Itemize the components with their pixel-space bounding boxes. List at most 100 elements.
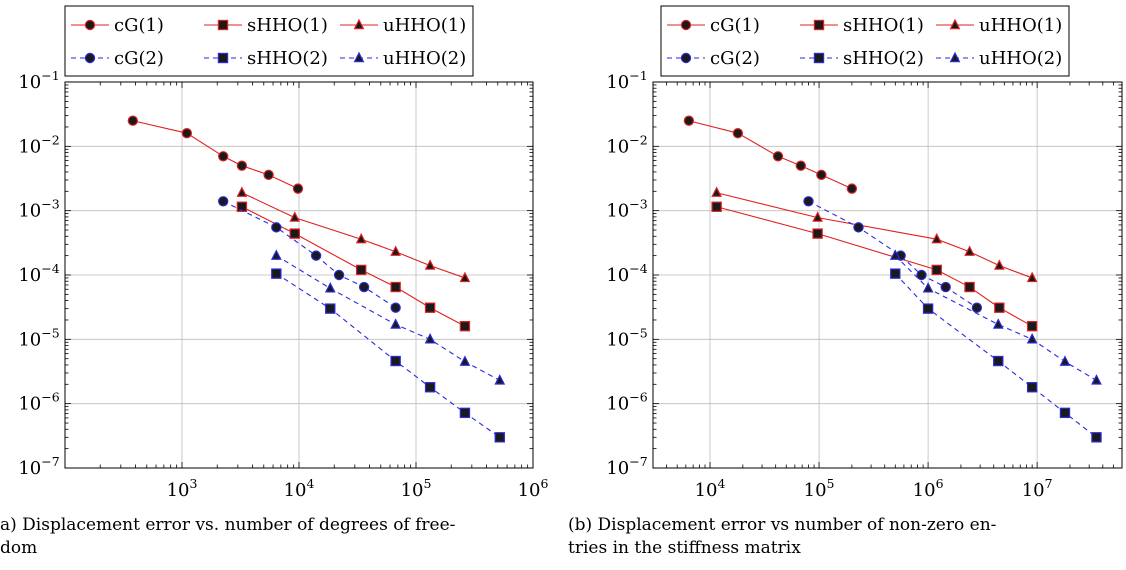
data-point <box>358 281 370 293</box>
data-point <box>310 250 322 261</box>
data-point <box>459 271 471 283</box>
data-point <box>1059 355 1071 366</box>
legend-label: cG(2) <box>114 48 164 69</box>
data-point <box>812 228 823 239</box>
series-line <box>241 206 466 327</box>
series-cG(1) <box>683 115 858 194</box>
series-line <box>894 273 1097 438</box>
data-point <box>1026 333 1038 344</box>
data-point <box>1091 432 1102 443</box>
legend-item: sHHO(1) <box>800 15 924 36</box>
y-tick-label: 10−1 <box>18 68 59 93</box>
data-point <box>732 128 744 139</box>
y-tick-label: 10−7 <box>606 454 647 479</box>
data-point <box>711 201 722 212</box>
data-point <box>390 281 401 293</box>
data-point <box>922 282 934 293</box>
series-line <box>716 192 1033 279</box>
y-tick-label: 10−5 <box>18 325 59 350</box>
data-point <box>424 259 436 270</box>
data-point <box>271 222 282 233</box>
legend-item: uHHO(1) <box>936 15 1062 36</box>
chart-a: 103 104 105 106 10−1 10−2 10−3 10−4 10−5 10−6 10−7… <box>18 5 549 501</box>
legend-marker <box>949 18 961 30</box>
legend-item: uHHO(1) <box>340 15 466 36</box>
x-tick-label: 106 <box>913 476 944 501</box>
y-tick-label: 10−4 <box>606 261 647 286</box>
data-point <box>355 264 367 276</box>
data-point <box>263 169 274 181</box>
data-point <box>964 245 975 256</box>
data-point <box>853 222 864 233</box>
y-tick-label: 10−3 <box>606 197 647 222</box>
x-tick-label: 106 <box>518 476 549 501</box>
series-uHHO(2) <box>270 249 506 385</box>
legend-label: uHHO(1) <box>383 15 466 36</box>
legend-marker <box>680 19 692 31</box>
data-point <box>292 183 304 194</box>
data-point <box>459 321 471 332</box>
series-sHHO(1) <box>236 201 471 332</box>
data-point <box>1026 321 1038 332</box>
data-point <box>181 128 193 139</box>
legend-item: sHHO(2) <box>800 48 924 69</box>
data-point <box>1059 407 1071 419</box>
data-point <box>271 268 282 279</box>
series-line <box>716 206 1033 327</box>
series-sHHO(2) <box>271 268 505 443</box>
series-cG(1) <box>127 115 304 194</box>
data-point <box>289 211 301 222</box>
legend-item: cG(1) <box>71 15 164 36</box>
legend-box <box>660 5 1070 77</box>
x-tick-label: 104 <box>284 476 315 501</box>
data-point <box>1026 271 1038 283</box>
data-point <box>236 160 248 171</box>
data-point <box>772 151 784 162</box>
legend-marker <box>353 51 365 63</box>
legend-marker <box>84 52 96 64</box>
legend-marker <box>353 18 365 30</box>
data-point <box>127 115 139 126</box>
series-uHHO(1) <box>236 186 471 283</box>
data-point <box>236 201 248 212</box>
legend-label: sHHO(2) <box>247 48 328 69</box>
legend-marker <box>813 52 825 64</box>
legend-label: sHHO(1) <box>843 15 924 36</box>
legend-marker <box>217 19 229 31</box>
legend-item: uHHO(2) <box>340 48 466 69</box>
data-point <box>931 232 943 244</box>
data-point <box>390 355 401 367</box>
data-point <box>459 355 471 366</box>
data-point <box>494 432 505 443</box>
legend-marker <box>813 19 825 31</box>
data-point <box>931 264 942 276</box>
data-point <box>494 374 506 385</box>
data-point <box>218 196 229 207</box>
series-cG(2) <box>218 196 401 313</box>
legend-marker <box>680 52 692 64</box>
legend-item: cG(1) <box>667 15 760 36</box>
series-uHHO(2) <box>889 249 1102 385</box>
data-point <box>424 302 436 313</box>
plot-frame <box>652 81 1123 469</box>
y-tick-label: 10−5 <box>606 325 647 350</box>
legend-label: cG(1) <box>710 15 760 36</box>
data-point <box>355 232 367 244</box>
legend-marker <box>949 51 961 63</box>
y-tick-label: 10−1 <box>606 68 647 93</box>
y-tick-label: 10−2 <box>606 132 647 157</box>
data-point <box>390 302 401 313</box>
data-point <box>683 115 695 126</box>
plot-frame <box>64 81 534 469</box>
legend-label: uHHO(2) <box>979 48 1062 69</box>
legend: cG(1) sHHO(1) uHHO(1) cG(2) sHHO(2) uHHO(2) <box>64 5 474 77</box>
legend-item: cG(2) <box>71 48 164 69</box>
x-tick-label: 107 <box>1022 476 1053 501</box>
data-point <box>424 333 436 344</box>
data-point <box>971 302 983 313</box>
data-point <box>890 268 901 279</box>
data-point <box>289 228 300 239</box>
series-line <box>222 200 396 309</box>
data-point <box>993 355 1004 367</box>
